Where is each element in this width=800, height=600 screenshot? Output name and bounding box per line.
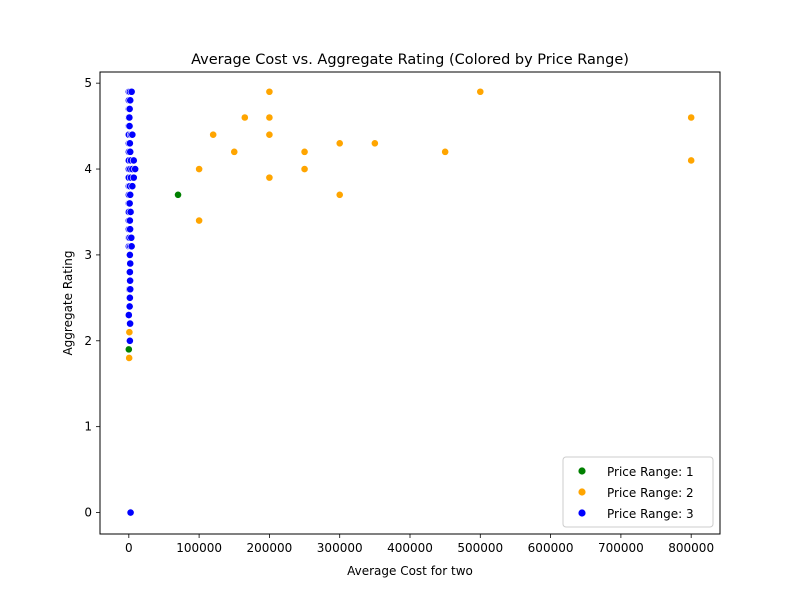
data-point-series-2-20 xyxy=(125,328,134,337)
data-point-series-3-9 xyxy=(125,113,134,122)
data-point-series-3-7 xyxy=(125,105,134,113)
data-point-series-2-13 xyxy=(335,190,344,199)
data-point-series-2-16 xyxy=(476,87,485,96)
data-point-series-2-18 xyxy=(687,156,696,165)
data-point-series-3-25 xyxy=(131,165,140,173)
x-tick-label-3: 200000 xyxy=(247,541,293,555)
data-point-series-2-19 xyxy=(125,354,134,362)
data-point-series-2-9 xyxy=(265,173,274,182)
y-tick-label-3: 2 xyxy=(84,334,92,348)
data-point-series-3-37 xyxy=(126,208,135,216)
data-point-series-3-55 xyxy=(125,302,134,311)
legend-marker-price-range-1 xyxy=(578,467,586,475)
data-point-series-2-17 xyxy=(687,113,696,122)
data-point-series-3-44 xyxy=(127,233,136,242)
data-point-series-3-50 xyxy=(125,268,134,276)
data-point-series-3-59 xyxy=(126,508,135,517)
data-point-series-2-6 xyxy=(265,87,274,96)
legend-box xyxy=(562,456,714,528)
ticks-layer: 0 100000 200000 300000 400000 500000 600000 700… xyxy=(84,76,714,555)
data-point-series-3-47 xyxy=(127,242,136,251)
x-tick-label-7: 600000 xyxy=(528,541,574,555)
x-tick-label-9: 800000 xyxy=(668,541,714,555)
x-tick-label-4: 300000 xyxy=(317,541,363,555)
x-tick-label-5: 400000 xyxy=(387,541,433,555)
data-point-series-2-5 xyxy=(240,113,249,122)
data-point-series-3-21 xyxy=(129,156,138,165)
y-axis-title: Aggregate Rating xyxy=(61,250,75,355)
x-tick-label-2: 100000 xyxy=(176,541,222,555)
chart-title: Average Cost vs. Aggregate Rating (Color… xyxy=(191,52,629,68)
data-point-series-2-3 xyxy=(209,130,218,139)
legend-label-price-range-2: Price Range: 2 xyxy=(607,486,694,500)
data-point-series-3-58 xyxy=(125,336,134,345)
data-point-series-2-10 xyxy=(300,147,309,156)
y-tick-label-6: 5 xyxy=(84,76,92,90)
data-point-series-1-2 xyxy=(124,345,133,354)
data-point-series-3-33 xyxy=(126,190,135,199)
data-point-series-3-3 xyxy=(127,87,136,96)
legend-marker-price-range-2 xyxy=(578,488,586,496)
y-tick-label-1: 0 xyxy=(84,506,92,520)
data-point-series-3-14 xyxy=(128,130,137,139)
x-tick-label-1: 0 xyxy=(125,541,133,555)
data-point-series-3-39 xyxy=(125,216,134,225)
x-tick-label-8: 700000 xyxy=(598,541,644,555)
data-point-series-3-53 xyxy=(126,285,135,294)
data-point-series-3-35 xyxy=(125,199,134,208)
data-point-series-3-54 xyxy=(125,293,134,302)
y-tick-label-5: 4 xyxy=(84,162,92,176)
data-point-series-3-49 xyxy=(126,259,135,268)
data-point-series-2-11 xyxy=(300,165,309,173)
legend-label-price-range-1: Price Range: 1 xyxy=(607,465,694,479)
plot-frame xyxy=(99,71,721,535)
data-point-series-3-5 xyxy=(126,96,135,105)
data-point-series-2-8 xyxy=(265,130,274,139)
legend-marker-price-range-3 xyxy=(578,509,586,517)
legend-label-price-range-3: Price Range: 3 xyxy=(607,507,694,521)
data-point-series-2-7 xyxy=(265,113,274,122)
y-tick-label-4: 3 xyxy=(84,248,92,262)
data-point-series-3-16 xyxy=(125,139,134,148)
data-point-series-1-1 xyxy=(174,190,182,199)
data-point-series-3-48 xyxy=(125,251,134,259)
data-point-series-2-14 xyxy=(370,139,379,148)
data-point-series-2-1 xyxy=(195,165,204,173)
data-point-series-3-56 xyxy=(124,311,133,319)
data-point-series-3-28 xyxy=(129,173,138,182)
data-point-series-2-12 xyxy=(335,139,344,148)
legend: Price Range: 1 Price Range: 2 Price Rang… xyxy=(562,456,714,528)
data-point-series-3-41 xyxy=(126,225,134,234)
data-point-series-3-57 xyxy=(126,319,134,328)
data-point-series-2-15 xyxy=(441,147,450,156)
data-point-series-2-4 xyxy=(230,147,239,156)
data-point-series-3-51 xyxy=(126,276,134,285)
data-point-series-3-11 xyxy=(125,122,134,130)
data-point-series-2-2 xyxy=(195,216,204,225)
data-point-series-3-18 xyxy=(126,147,135,156)
x-axis-title: Average Cost for two xyxy=(347,564,473,578)
data-point-series-3-31 xyxy=(128,182,137,191)
points-layer xyxy=(124,87,696,517)
x-tick-label-6: 500000 xyxy=(457,541,503,555)
y-tick-label-2: 1 xyxy=(84,420,92,434)
